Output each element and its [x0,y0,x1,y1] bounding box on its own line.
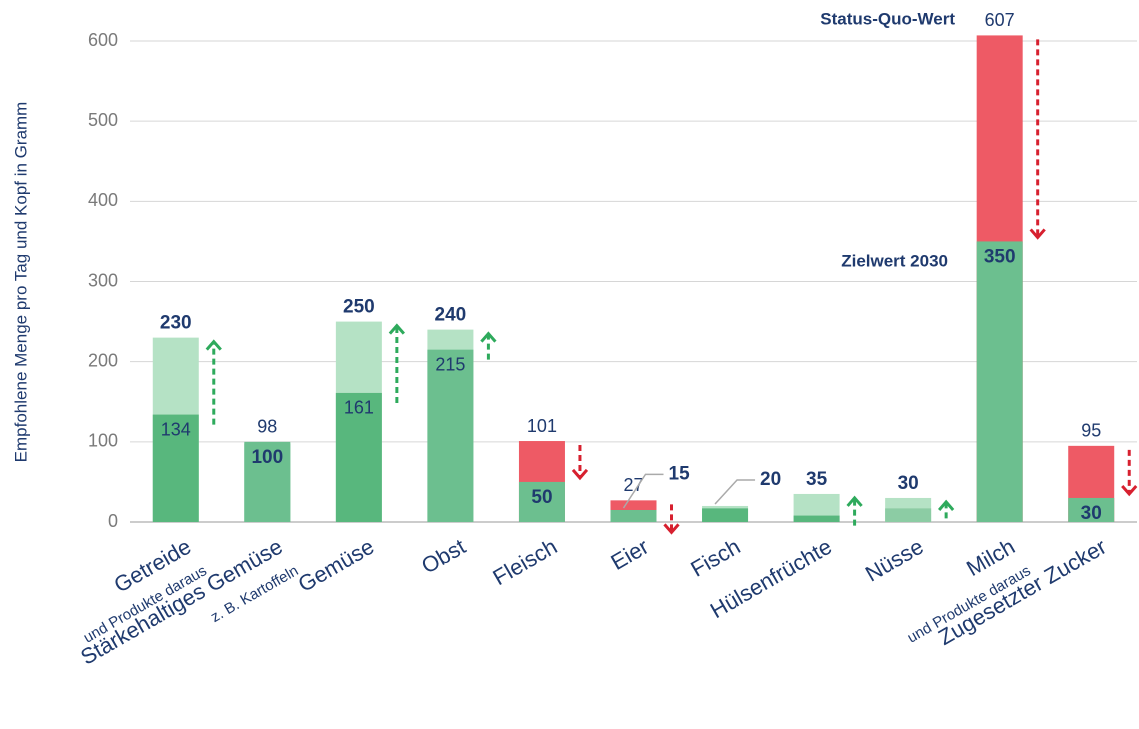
y-tick-label: 100 [88,431,118,451]
x-tick-label: Fleisch [489,534,562,590]
y-axis-label: Empfohlene Menge pro Tag und Kopf in Gra… [11,102,30,463]
bar [702,508,749,522]
y-tick-label: 300 [88,270,118,290]
value-label: 215 [435,354,465,374]
bar [244,443,291,522]
bar [427,349,474,522]
x-tick-label: Gemüse [294,534,379,597]
trend-arrowhead [1121,484,1138,497]
y-tick-label: 200 [88,350,118,370]
value-label: 15 [669,463,691,484]
annotation: Zielwert 2030 [841,251,948,270]
trend-arrowhead [388,323,405,335]
value-label: 607 [985,10,1015,30]
annotation: Status-Quo-Wert [820,9,955,28]
trend-arrowhead [571,468,589,481]
trend-arrowhead [205,339,222,351]
value-label: 101 [527,416,557,436]
value-label: 100 [251,447,283,468]
x-tick-label: Obst [417,534,470,579]
value-label: 250 [343,297,375,318]
trend-arrowhead [938,499,955,511]
y-tick-label: 400 [88,190,118,210]
bar [335,392,382,522]
value-label: 27 [623,475,643,495]
y-tick-label: 500 [88,110,118,130]
value-label: 30 [1081,503,1102,524]
trend-arrowhead [663,523,680,535]
value-label: 161 [344,398,374,418]
y-tick-label: 600 [88,30,118,50]
x-tick-label: Fisch [686,534,744,582]
trend-arrowhead [846,495,863,507]
value-label: 35 [806,469,828,490]
trend-arrowhead [1029,228,1046,240]
bar [610,509,657,522]
bar [1068,497,1115,522]
bar [152,414,199,522]
bar [793,515,840,522]
value-label: 50 [531,487,552,508]
value-label: 98 [257,417,277,437]
value-label: 240 [435,305,467,326]
value-label: 134 [161,419,191,439]
value-label: 350 [984,246,1016,267]
value-label: 230 [160,313,192,334]
y-tick-label: 0 [108,511,118,531]
x-tick-label: Zugesetzter Zucker [934,534,1111,650]
x-tick-label: Eier [607,534,653,575]
bar [518,481,565,522]
x-tick-label: Nüsse [861,534,928,587]
bar [976,241,1023,522]
leader-line [622,473,664,509]
value-label: 20 [760,469,781,490]
trend-arrowhead [480,331,497,343]
leader-line [714,479,756,505]
bar [885,508,932,522]
value-label: 95 [1081,421,1101,441]
value-label: 30 [898,473,919,494]
